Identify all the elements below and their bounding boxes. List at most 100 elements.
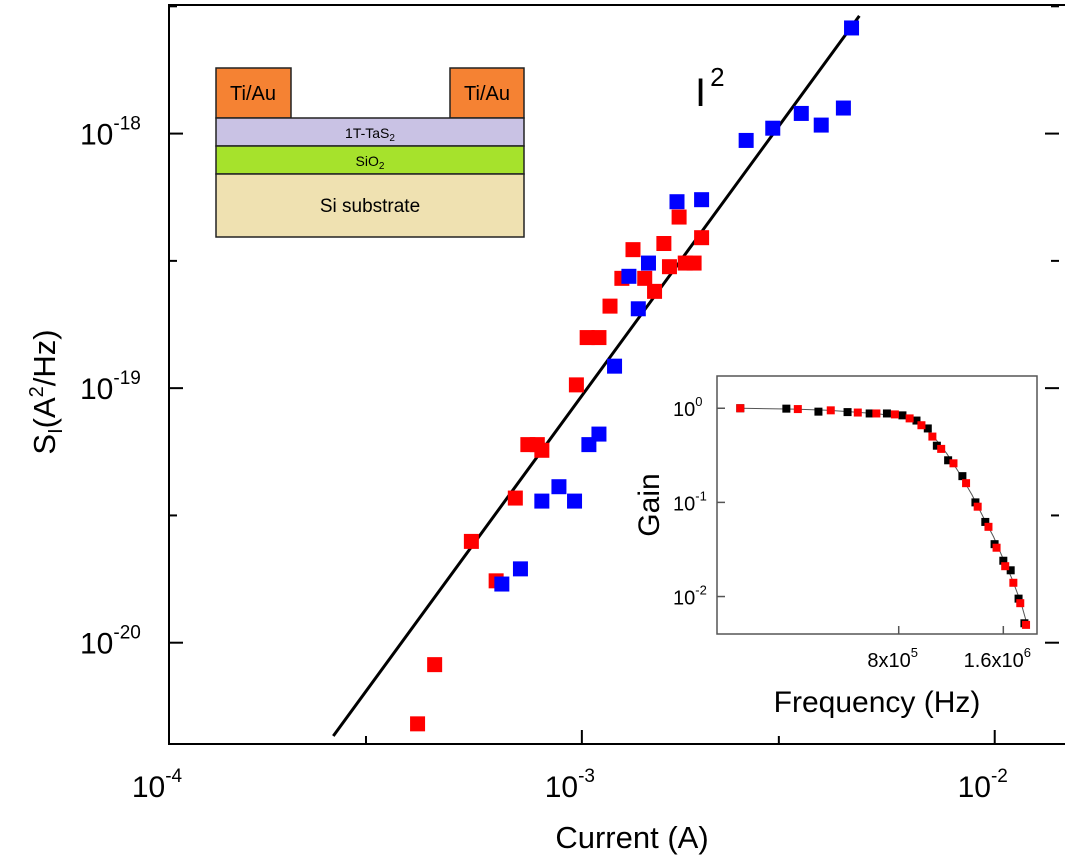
inset-axis-ticks: [717, 407, 1005, 634]
inset-black-data-point: [782, 404, 791, 413]
inset-red-data-point: [736, 404, 745, 413]
inset-black-data-point: [958, 472, 967, 481]
tas2-label-subscript: 2: [389, 133, 395, 144]
contact-right-label: Ti/Au: [464, 83, 510, 105]
inset-red-data-point: [1016, 599, 1025, 608]
red-data-point: [686, 255, 702, 271]
main-y-tick-base: 10: [80, 628, 113, 661]
blue-data-point: [835, 100, 851, 116]
inset-black-data-point: [971, 498, 980, 507]
blue-data-point: [621, 268, 637, 284]
blue-data-point: [630, 301, 646, 317]
main-y-tick-exponent: -20: [113, 623, 140, 644]
main-x-tick-label: 10-4: [132, 766, 183, 804]
main-axis-ticks: [168, 5, 1059, 744]
inset-x-tick-base: 1.6x10: [964, 650, 1024, 672]
inset-black-data-point: [843, 408, 852, 417]
blue-data-point: [534, 493, 550, 509]
inset-black-data-point: [865, 409, 874, 418]
inset-x-axis-label: Frequency (Hz): [774, 686, 981, 719]
blue-data-point: [694, 192, 710, 208]
blue-data-point: [669, 194, 685, 210]
inset-red-data-point: [1022, 620, 1031, 629]
si-substrate-label: Si substrate: [320, 196, 420, 217]
i-squared-base: I: [695, 71, 706, 115]
inset-red-data-point: [872, 409, 881, 418]
inset-red-data-point: [984, 522, 993, 531]
inset-x-tick-exponent: 5: [911, 645, 918, 660]
contact-left: [215, 67, 292, 119]
inset-y-axis-label: Gain: [633, 473, 666, 536]
red-data-point: [534, 442, 550, 458]
y-axis-label-main: S: [27, 434, 62, 455]
blue-data-point: [640, 255, 656, 271]
blue-data-point: [567, 493, 583, 509]
inset-black-data-point: [912, 416, 921, 425]
x-axis-label: Current (A): [555, 820, 708, 855]
tas2-layer: [215, 117, 525, 147]
red-data-point: [647, 283, 663, 299]
inset-black-data-point: [944, 456, 953, 465]
inset-red-data-point: [905, 414, 914, 423]
main-x-tick-exponent: -4: [165, 766, 182, 787]
blue-data-point: [765, 120, 781, 136]
gain-inset-frame: [716, 375, 1038, 635]
red-data-point: [427, 657, 443, 673]
inset-x-tick-base: 8x10: [867, 650, 910, 672]
inset-red-data-point: [826, 406, 835, 415]
contact-right: [449, 67, 525, 119]
i-squared-exponent: 2: [710, 62, 724, 92]
blue-data-point: [844, 20, 860, 36]
inset-y-tick-label: 100: [673, 394, 702, 421]
red-data-point: [410, 716, 426, 732]
red-data-point: [661, 259, 677, 275]
y-axis-label-superscript: 2: [26, 386, 48, 397]
blue-data-point: [591, 426, 607, 442]
si-substrate-layer: [215, 173, 525, 238]
main-x-tick-base: 10: [958, 771, 991, 804]
inset-y-tick-label: 10-2: [673, 583, 707, 610]
y-axis-label-units-a: (A: [27, 397, 62, 428]
inset-red-data-point: [1001, 562, 1010, 571]
main-y-tick-exponent: -19: [113, 368, 140, 389]
inset-black-data-point: [1006, 566, 1015, 575]
y-axis-label-subscript: I: [45, 428, 67, 434]
main-x-tick-exponent: -3: [578, 766, 595, 787]
main-y-tick-exponent: -18: [113, 114, 140, 135]
blue-data-point: [607, 358, 623, 374]
red-data-point: [694, 230, 710, 246]
y-axis-label: SI(A2/Hz): [26, 329, 67, 454]
device-schematic: Ti/Au Ti/Au 1T-TaS2 SiO2 Si substrate: [215, 67, 525, 238]
inset-y-tick-label: 10-1: [673, 488, 707, 515]
red-data-point: [671, 209, 687, 225]
inset-black-data-point: [981, 517, 990, 526]
red-data-point: [591, 330, 607, 346]
main-data-points: [410, 20, 860, 732]
inset-x-tick-label: 8x105: [867, 645, 918, 672]
red-data-point: [579, 330, 595, 346]
red-data-point: [637, 270, 653, 286]
main-y-tick-label: 10-18: [80, 114, 141, 152]
inset-red-data-point: [928, 432, 937, 441]
main-x-tick-label: 10-3: [545, 766, 595, 804]
inset-black-data-point: [999, 556, 1008, 565]
inset-y-tick-exponent: -1: [695, 488, 707, 503]
blue-data-point: [512, 561, 528, 577]
blue-data-point: [813, 117, 829, 133]
inset-red-data-point: [949, 459, 958, 468]
blue-data-point: [738, 132, 754, 148]
red-data-point: [463, 533, 479, 549]
red-data-point: [602, 298, 618, 314]
inset-black-data-point: [1014, 594, 1023, 603]
inset-black-data-point: [898, 411, 907, 420]
inset-red-data-point: [962, 479, 971, 488]
sio2-label-main: SiO: [356, 153, 379, 169]
inset-y-tick-exponent: 0: [695, 394, 702, 409]
main-y-tick-base: 10: [80, 373, 113, 406]
main-x-tick-label: 10-2: [958, 766, 1008, 804]
red-data-point: [625, 242, 641, 258]
